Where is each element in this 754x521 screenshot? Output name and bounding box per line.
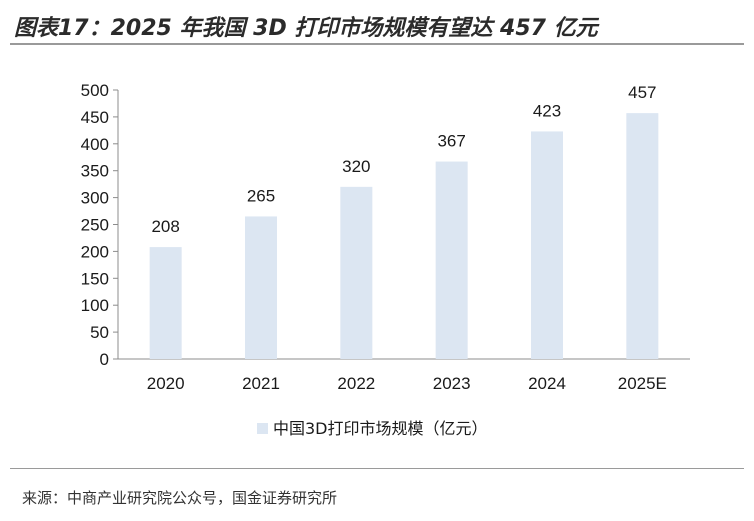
y-tick-label: 450 bbox=[81, 108, 109, 127]
x-tick-label: 2024 bbox=[528, 374, 566, 393]
x-tick-label: 2022 bbox=[337, 374, 375, 393]
data-label: 367 bbox=[437, 132, 465, 151]
data-label: 457 bbox=[628, 83, 656, 102]
bar bbox=[340, 186, 373, 359]
y-tick-label: 400 bbox=[81, 135, 109, 154]
data-label: 320 bbox=[342, 157, 370, 176]
y-tick-label: 250 bbox=[81, 216, 109, 235]
data-label: 265 bbox=[247, 186, 275, 205]
y-tick-label: 50 bbox=[90, 323, 109, 342]
legend-swatch bbox=[257, 423, 268, 434]
bar bbox=[435, 161, 468, 359]
data-label: 423 bbox=[533, 101, 561, 120]
y-tick-label: 100 bbox=[81, 296, 109, 315]
y-tick-label: 150 bbox=[81, 269, 109, 288]
source-divider bbox=[10, 468, 744, 469]
x-tick-label: 2020 bbox=[147, 374, 185, 393]
legend-label: 中国3D打印市场规模（亿元） bbox=[273, 419, 488, 438]
y-tick-label: 200 bbox=[81, 242, 109, 261]
bar bbox=[531, 131, 563, 359]
title-divider bbox=[10, 43, 744, 45]
bar bbox=[626, 113, 659, 359]
y-tick-label: 300 bbox=[81, 189, 109, 208]
y-tick-label: 500 bbox=[81, 81, 109, 100]
x-tick-label: 2025E bbox=[618, 374, 667, 393]
source-note: 来源：中商产业研究院公众号，国金证券研究所 bbox=[22, 489, 338, 507]
bar bbox=[149, 247, 182, 359]
chart-title: 图表17：2025 年我国 3D 打印市场规模有望达 457 亿元 bbox=[14, 16, 598, 41]
y-tick-label: 0 bbox=[100, 350, 109, 369]
x-tick-label: 2021 bbox=[242, 374, 280, 393]
bar bbox=[245, 216, 277, 359]
x-tick-label: 2023 bbox=[433, 374, 471, 393]
data-label: 208 bbox=[151, 217, 179, 236]
y-tick-label: 350 bbox=[81, 162, 109, 181]
